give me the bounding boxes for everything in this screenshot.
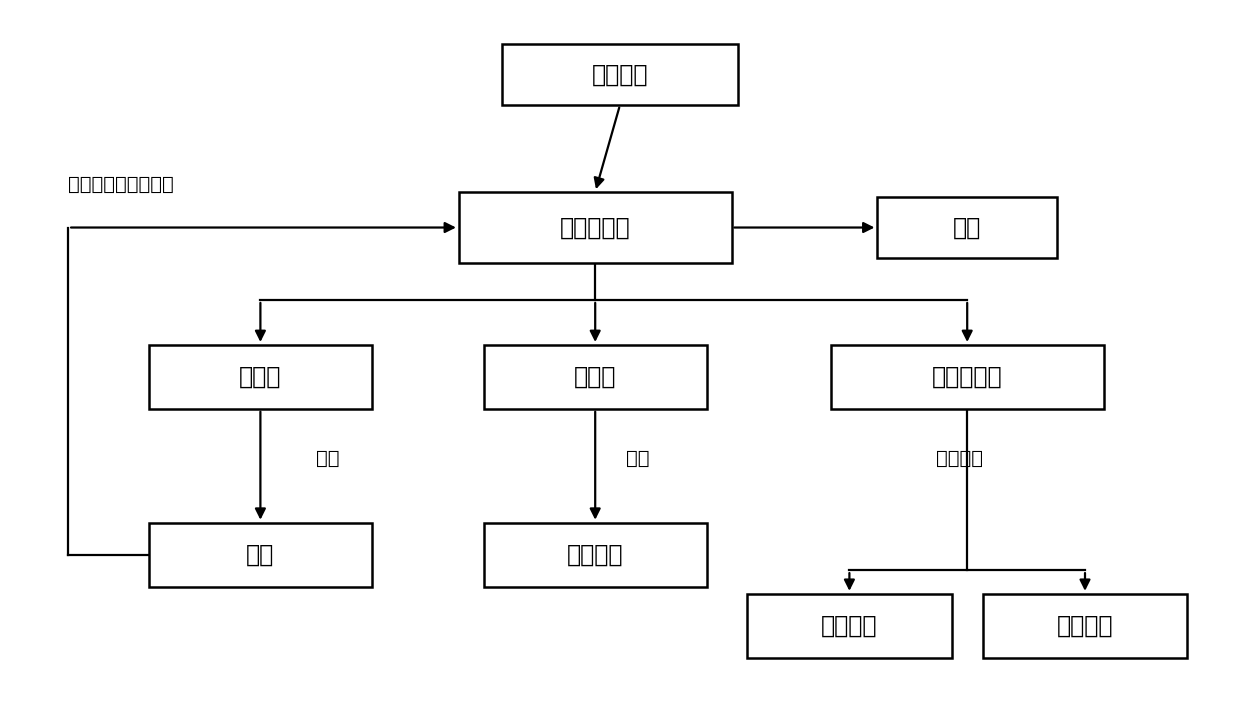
- Text: 热解固态渣: 热解固态渣: [932, 365, 1002, 389]
- Text: 废电路板: 废电路板: [591, 63, 649, 87]
- Bar: [746, 594, 952, 658]
- Text: 焊锡: 焊锡: [954, 215, 981, 240]
- Text: 热解气: 热解气: [239, 365, 281, 389]
- Text: 净化: 净化: [316, 449, 340, 468]
- Text: 化工原料: 化工原料: [567, 542, 624, 567]
- Bar: [149, 523, 372, 587]
- Bar: [459, 192, 732, 263]
- Text: 破碎分选: 破碎分选: [936, 449, 983, 468]
- Text: 热解油: 热解油: [574, 365, 616, 389]
- Text: 纯氧欠氧非充分燃烧: 纯氧欠氧非充分燃烧: [68, 176, 174, 194]
- Bar: [149, 345, 372, 409]
- Text: 分馏: 分馏: [626, 449, 650, 468]
- Text: 金属组分: 金属组分: [821, 614, 878, 638]
- Text: 燃气: 燃气: [247, 542, 274, 567]
- Text: 气氛热解炉: 气氛热解炉: [560, 215, 630, 240]
- Text: 非金属组: 非金属组: [1056, 614, 1114, 638]
- Bar: [502, 44, 738, 105]
- Bar: [878, 197, 1058, 257]
- Bar: [484, 523, 707, 587]
- Bar: [831, 345, 1104, 409]
- Bar: [982, 594, 1188, 658]
- Bar: [484, 345, 707, 409]
